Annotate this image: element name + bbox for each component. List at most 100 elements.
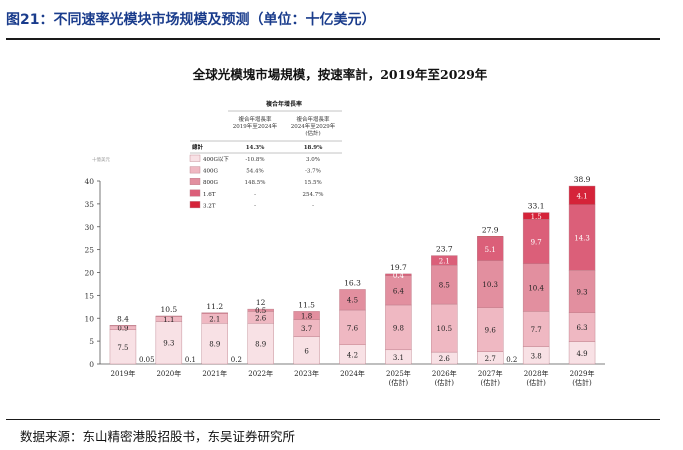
chart-title: 全球光模塊市場規模，按速率計，2019年至2029年 [192,67,488,82]
x-tick-label: (估計) [389,378,409,387]
legend-label: 400G [203,169,218,175]
table-cell: -10.8% [245,157,264,163]
bar-segment [385,273,412,276]
x-tick-label: (估計) [526,378,546,387]
x-tick-label: 2026年 [432,369,457,378]
x-tick-label: 2029年 [570,369,595,378]
figure-title: 图21：不同速率光模块市场规模及预测（单位：十亿美元） [6,12,376,28]
data-label: 1.1 [163,316,174,324]
total-label: 19.7 [390,263,407,272]
legend-swatch [189,166,201,174]
total-label: 23.7 [436,245,453,254]
table-col1-header: 2019年至2024年 [233,122,278,130]
y-tick-label: 15 [84,291,94,300]
data-label: 0.4 [393,272,405,280]
x-tick-label: (估計) [572,378,592,387]
data-label: 3.7 [301,325,312,333]
data-label: 5.1 [485,246,496,254]
data-label: 4.2 [347,351,358,359]
data-label: 0.2 [506,356,517,364]
x-tick-label: 2028年 [524,369,549,378]
table-cell: 148.5% [245,180,266,186]
bar-segment [568,312,596,342]
bar-segment [431,264,458,305]
data-label: 8.9 [255,341,266,349]
data-label: 3.1 [393,354,404,362]
bar-segment [522,212,550,220]
data-label: 14.3 [574,235,590,243]
total-label: 33.1 [528,202,545,211]
y-tick-label: 40 [84,177,94,186]
data-label: 6.4 [393,287,405,295]
y-tick-label: 5 [89,337,94,346]
total-label: 11.2 [206,302,223,311]
y-tick-label: 30 [84,223,94,232]
table-col2-header: 複合年增長率 [296,115,330,123]
bar-segment [247,308,274,312]
bar-segment [293,336,320,365]
data-label: 9.6 [485,327,497,335]
data-label: 0.1 [185,356,196,364]
x-tick-label: 2021年 [202,369,227,378]
data-label: 7.7 [531,326,542,334]
data-label: 1.8 [301,313,312,321]
data-label: 4.1 [576,192,587,200]
total-label: 27.9 [482,225,499,234]
data-label: 2.7 [485,355,496,363]
data-label: 2.6 [255,314,267,322]
table-total-col2: 18.9% [304,145,323,151]
total-label: 11.5 [298,300,315,309]
data-label: 7.6 [347,324,359,332]
y-unit-label: 十億美元 [92,156,110,163]
y-tick-label: 25 [84,246,94,255]
cagr-table: 複合年增長率複合年增長率2019年至2024年複合年增長率2024年至2029年… [189,100,342,209]
bar-segment [431,255,458,266]
data-label: 1.5 [531,213,542,221]
legend-swatch [189,154,201,162]
y-tick-label: 10 [84,314,94,323]
table-total-label: 總計 [192,143,204,151]
legend-swatch [189,189,201,197]
total-label: 38.9 [574,175,591,184]
data-label: 4.9 [576,350,587,358]
stacked-bar-chart: 全球光模塊市場規模，按速率計，2019年至2029年 0 5 10 15 20 25 30 3… [84,67,605,387]
y-tick-label: 20 [84,269,94,278]
x-tick-label: 2020年 [156,369,181,378]
bars: 7.5 0.9 0.05 8.4 2019年 9.3 1.1 0.1 10.5 2020年 8.9 2… [109,175,596,387]
x-tick-label: 2019年 [111,369,136,378]
bar-segment [477,236,504,238]
source-note: 数据来源：东山精密港股招股书，东吴证券研究所 [20,429,296,444]
x-tick-label: (估計) [435,378,455,387]
data-label: 10.3 [482,281,498,289]
table-col2-header: (估計) [305,129,320,137]
bar-segment [109,325,137,327]
data-label: 9.7 [531,239,542,247]
data-label: 9.3 [576,288,587,296]
table-col2-header: 2024年至2029年 [291,122,336,130]
bar-segment [522,311,550,347]
bar-segment [568,270,596,313]
legend-swatch [189,177,201,185]
data-label: 8.5 [439,282,450,290]
data-label: 0.5 [255,307,266,315]
total-label: 12 [256,298,266,307]
legend-label: 3.2T [203,203,216,209]
bar-segment [522,263,550,312]
data-label: 2.6 [439,355,451,363]
bottom-rule [6,419,660,420]
bar-segment [339,289,366,311]
data-label: 0.05 [139,356,155,364]
x-tick-label: 2025年 [386,369,411,378]
table-col1-header: 複合年增長率 [238,115,272,123]
data-label: 4.5 [347,297,358,305]
total-label: 8.4 [117,314,129,323]
bar-segment [477,260,504,308]
data-label: 9.8 [393,324,404,332]
data-label: 7.5 [117,344,128,352]
legend-swatch [189,201,201,209]
data-label: 10.4 [528,285,544,293]
x-tick-label: 2023年 [294,369,319,378]
bar-segment [201,312,228,314]
data-label: 6 [304,347,309,355]
x-tick-label: 2022年 [248,369,273,378]
